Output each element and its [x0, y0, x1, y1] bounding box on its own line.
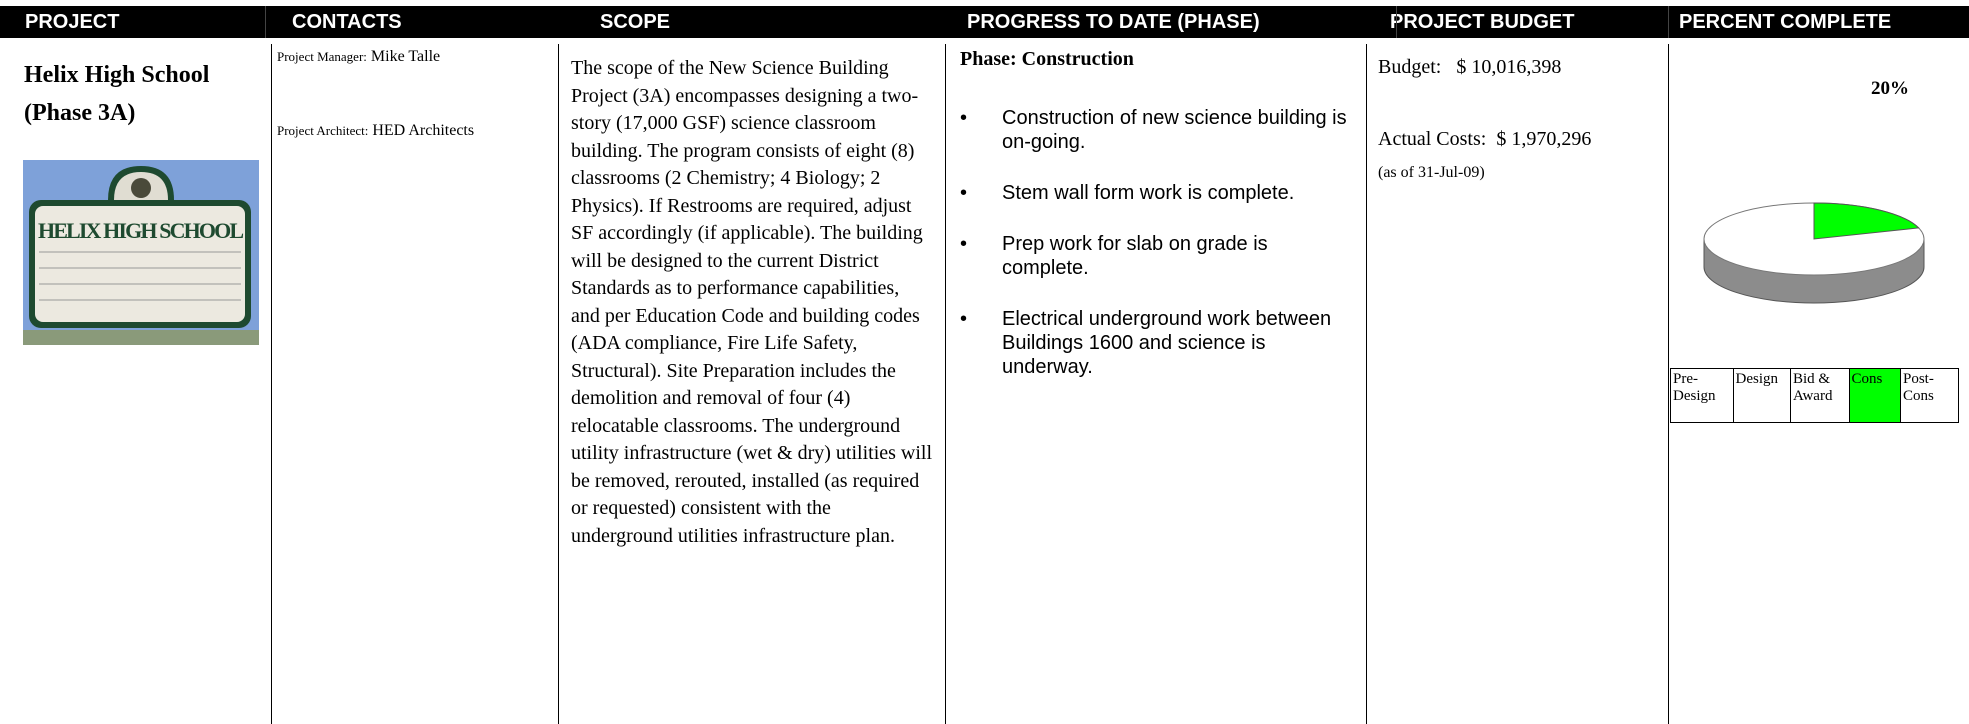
progress-item: Electrical underground work between Buil… — [960, 307, 1350, 379]
project-name: Helix High School (Phase 3A) — [24, 62, 210, 126]
project-photo: HELIX HIGH SCHOOL — [23, 160, 259, 345]
budget-value: $ 10,016,398 — [1456, 56, 1562, 78]
contact: Project Manager: Mike Talle — [277, 48, 440, 66]
phase-cell: Bid & Award — [1790, 368, 1850, 423]
scope-text: The scope of the New Science Building Pr… — [571, 57, 933, 547]
progress-item: Prep work for slab on grade is complete. — [960, 232, 1350, 280]
header-divider — [265, 6, 266, 38]
phase-cell: Cons — [1848, 368, 1902, 423]
header-cell: PROJECT BUDGET — [1390, 11, 1575, 33]
progress-list: Construction of new science building is … — [960, 106, 1350, 406]
contact-name: HED Architects — [372, 122, 475, 139]
actual-value: $ 1,970,296 — [1496, 128, 1592, 150]
actual: Actual Costs: $ 1,970,296 — [1378, 128, 1591, 151]
budget: Budget: $ 10,016,398 — [1378, 56, 1561, 79]
as-of: (as of 31-Jul-09) — [1378, 164, 1485, 181]
percent-label: 20% — [1871, 78, 1909, 99]
contact: Project Architect: HED Architects — [277, 122, 474, 140]
contact-role: Project Architect: — [277, 123, 369, 138]
actual-label: Actual Costs: — [1378, 128, 1487, 150]
phase-cell: Design — [1732, 368, 1792, 423]
pie-slice — [1813, 202, 1920, 240]
photo-text: HELIX HIGH SCHOOL — [38, 218, 244, 243]
header-cell: PROGRESS TO DATE (PHASE) — [967, 11, 1260, 33]
header-bar — [0, 6, 1969, 38]
column-line — [271, 44, 272, 724]
header-divider — [1668, 6, 1669, 38]
column-line — [1366, 44, 1367, 724]
contact-role: Project Manager: — [277, 49, 367, 64]
header-divider — [1396, 6, 1397, 38]
header-cell: PROJECT — [25, 11, 120, 33]
header-cell: PERCENT COMPLETE — [1679, 11, 1892, 33]
column-line — [945, 44, 946, 724]
column-line — [558, 44, 559, 724]
phase-cell: Post-Cons — [1900, 368, 1959, 423]
header-cell: CONTACTS — [292, 11, 402, 33]
phase-cell: Pre-Design — [1670, 368, 1734, 423]
progress-item: Stem wall form work is complete. — [960, 181, 1350, 205]
column-line — [1668, 44, 1669, 724]
phase-heading: Phase: Construction — [960, 48, 1134, 70]
percent-pie: 20% — [1703, 78, 1925, 304]
contact-name: Mike Talle — [370, 48, 441, 65]
budget-label: Budget: — [1378, 56, 1442, 78]
progress-item: Construction of new science building is … — [960, 106, 1350, 154]
header-cell: SCOPE — [600, 11, 671, 33]
